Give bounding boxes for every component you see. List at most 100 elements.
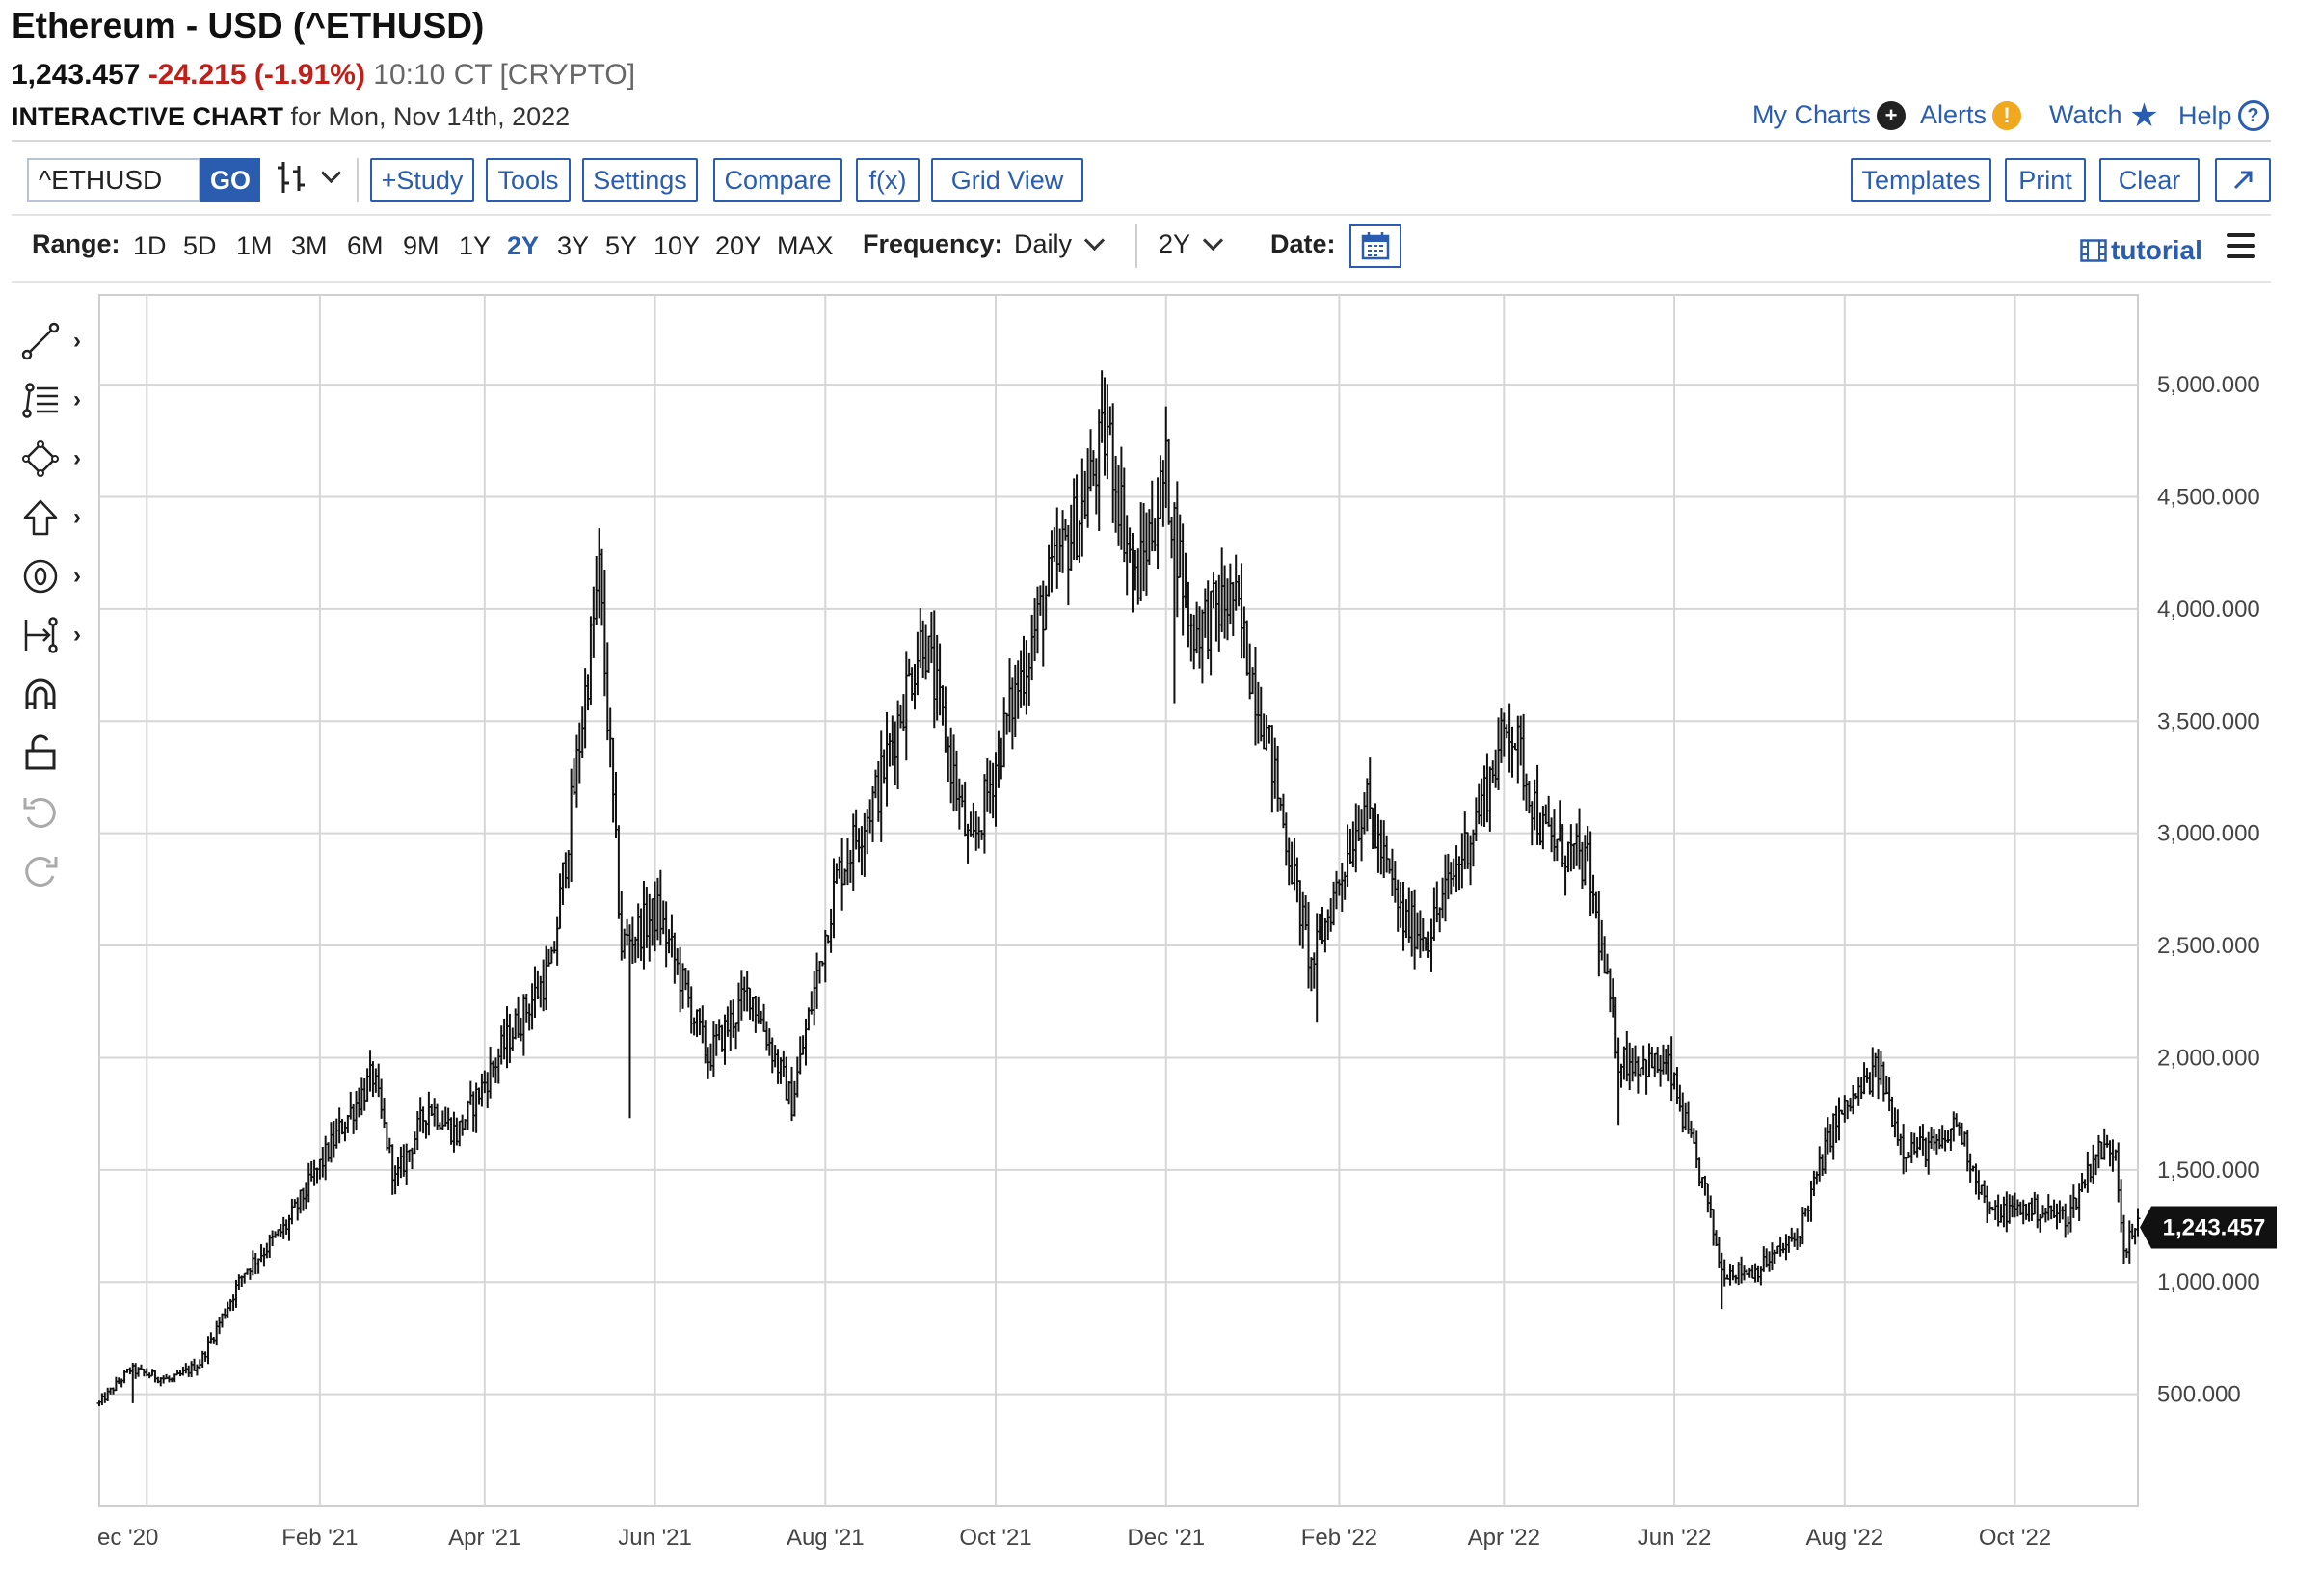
symbol-input[interactable]	[27, 158, 200, 202]
ohlc-bar	[1105, 384, 1110, 480]
ohlc-bar	[1375, 814, 1381, 873]
range-option-20y[interactable]: 20Y	[715, 231, 762, 260]
ohlc-bar	[1830, 1113, 1836, 1160]
ohlc-bar	[1423, 937, 1428, 951]
x-tick-label: Feb '21	[281, 1525, 358, 1551]
ohlc-bar	[264, 1242, 270, 1259]
period-dropdown[interactable]: 2Y	[1159, 229, 1224, 259]
grid-view-button[interactable]: Grid View	[931, 158, 1083, 202]
ohlc-bar	[414, 1111, 420, 1151]
range-option-1d[interactable]: 1D	[133, 231, 167, 260]
ohlc-bar	[535, 970, 541, 1000]
arrow-tool[interactable]: ›	[21, 496, 93, 539]
tools-button[interactable]: Tools	[486, 158, 571, 202]
shapes-tool[interactable]: ›	[21, 438, 93, 480]
function-button[interactable]: f(x)	[856, 158, 920, 202]
help-link[interactable]: Help ?	[2178, 100, 2269, 131]
range-option-9m[interactable]: 9M	[403, 231, 440, 260]
ohlc-bar	[2095, 1134, 2101, 1169]
frequency-dropdown[interactable]: Daily	[1014, 229, 1106, 259]
range-option-2y[interactable]: 2Y	[507, 231, 540, 260]
range-option-5y[interactable]: 5Y	[605, 231, 638, 260]
range-option-5d[interactable]: 5D	[183, 231, 217, 260]
ohlc-bar	[384, 1122, 389, 1151]
range-option-3y[interactable]: 3Y	[557, 231, 590, 260]
ohlc-bar	[1191, 614, 1197, 670]
alerts-link[interactable]: Alerts !	[1920, 100, 2022, 130]
ohlc-bar	[1487, 766, 1493, 832]
print-button[interactable]: Print	[2005, 158, 2086, 202]
go-button[interactable]: GO	[200, 158, 260, 202]
ohlc-bar	[356, 1087, 361, 1118]
ohlc-bar	[1314, 913, 1320, 1023]
expand-arrow-icon	[2233, 171, 2253, 190]
trendline-tool[interactable]: ›	[21, 320, 93, 362]
ohlc-bar	[834, 863, 840, 884]
clear-button[interactable]: Clear	[2099, 158, 2200, 202]
ohlc-bar	[1985, 1185, 1990, 1223]
ohlc-bar	[653, 881, 658, 952]
ohlc-bar	[1621, 1046, 1627, 1080]
bar-style-selector[interactable]	[276, 158, 342, 197]
ohlc-bar	[1370, 807, 1375, 849]
quote-time: 10:10 CT [CRYPTO]	[373, 59, 636, 91]
question-circle-icon: ?	[2237, 100, 2269, 131]
ohlc-bar	[781, 1050, 787, 1078]
ohlc-bar	[719, 1024, 725, 1052]
range-option-1m[interactable]: 1M	[236, 231, 273, 260]
ohlc-bar	[1627, 1042, 1633, 1091]
ohlc-bar	[613, 772, 619, 838]
hamburger-menu-icon[interactable]	[2227, 233, 2255, 258]
ohlc-bar	[364, 1068, 370, 1102]
lock-tool[interactable]	[21, 732, 93, 774]
chart-subtitle: INTERACTIVE CHART for Mon, Nov 14th, 202…	[12, 102, 570, 132]
page-title: Ethereum - USD (^ETHUSD)	[12, 6, 485, 45]
tutorial-link[interactable]: tutorial	[2080, 235, 2202, 266]
ohlc-bar	[996, 730, 1001, 788]
ohlc-bar	[660, 900, 666, 935]
ohlc-bar	[928, 611, 934, 664]
ohlc-bar	[1171, 502, 1177, 704]
ohlc-bar	[1166, 438, 1172, 525]
ohlc-bar	[1057, 528, 1063, 572]
measure-tool[interactable]: ›	[21, 614, 93, 656]
expand-button[interactable]	[2215, 158, 2271, 202]
my-charts-link[interactable]: My Charts +	[1752, 100, 1907, 130]
range-option-max[interactable]: MAX	[777, 231, 834, 260]
ohlc-bar	[1705, 1183, 1711, 1213]
ohlc-bar	[333, 1118, 339, 1149]
templates-button[interactable]: Templates	[1851, 158, 1991, 202]
date-picker-button[interactable]	[1349, 224, 1401, 268]
ohlc-bar	[412, 1131, 417, 1155]
ohlc-bar	[1018, 650, 1024, 708]
range-option-10y[interactable]: 10Y	[654, 231, 701, 260]
fibonacci-tool[interactable]: ›	[21, 379, 93, 421]
ohlc-bar	[1297, 880, 1303, 946]
ohlc-bar	[1565, 841, 1571, 873]
ohlc-bar	[569, 768, 574, 883]
ohlc-bar	[516, 996, 521, 1038]
ohlc-bar	[1367, 757, 1373, 819]
range-option-6m[interactable]: 6M	[347, 231, 384, 260]
compare-button[interactable]: Compare	[713, 158, 842, 202]
ohlc-bar	[1412, 889, 1418, 970]
ohlc-bar	[789, 1066, 795, 1122]
shapes-icon	[22, 440, 59, 477]
watch-link[interactable]: Watch ★	[2049, 97, 2161, 134]
ohlc-bar	[1392, 861, 1398, 903]
ohlc-bar	[1065, 525, 1071, 606]
y-tick-label: 4,500.000	[2157, 485, 2260, 511]
ohlc-bar	[1155, 477, 1160, 569]
ohlc-bar	[925, 635, 931, 673]
study-button[interactable]: +Study	[370, 158, 474, 202]
ohlc-bar	[588, 616, 594, 706]
ohlc-bar	[641, 880, 647, 970]
range-option-3m[interactable]: 3M	[291, 231, 328, 260]
redo-tool[interactable]	[21, 849, 93, 891]
undo-tool[interactable]	[21, 790, 93, 833]
range-option-1y[interactable]: 1Y	[459, 231, 492, 260]
settings-button[interactable]: Settings	[582, 158, 698, 202]
magnet-tool[interactable]	[21, 673, 93, 715]
annotation-tool[interactable]: ›	[21, 555, 93, 598]
